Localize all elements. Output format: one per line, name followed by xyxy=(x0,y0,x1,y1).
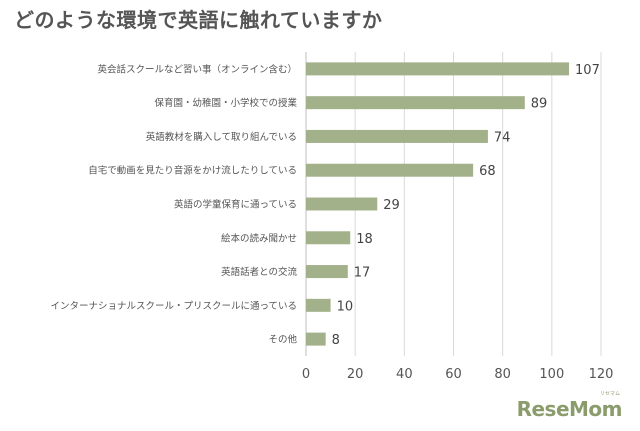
x-tick-label: 120 xyxy=(589,367,614,382)
x-tick-label: 60 xyxy=(445,367,462,382)
value-labels: 107 89 74 68 29 18 17 10 8 xyxy=(332,63,600,348)
bar xyxy=(306,332,326,346)
logo-subtext: リセマム xyxy=(599,391,620,397)
value-label: 89 xyxy=(531,97,548,112)
category-label: 英語の学童保育に通っている xyxy=(174,199,297,211)
bar xyxy=(306,231,351,245)
bar xyxy=(306,197,378,211)
x-tick-label: 40 xyxy=(396,367,413,382)
x-tick-label: 100 xyxy=(539,367,564,382)
x-tick-label: 20 xyxy=(347,367,364,382)
value-label: 10 xyxy=(337,299,354,314)
value-label: 8 xyxy=(332,333,340,348)
bar xyxy=(306,96,525,110)
category-label: 自宅で動画を見たり音源をかけ流したりしている xyxy=(88,165,297,177)
category-labels: 英会話スクールなど習い事（オンライン含む） 保育園・幼稚園・小学校での授業英語教材… xyxy=(50,63,297,345)
x-tick-label: 0 xyxy=(302,367,310,382)
bar xyxy=(306,62,570,76)
category-label: 英語教材を購入して取り組んでいる xyxy=(146,131,297,143)
bar xyxy=(306,265,348,279)
value-label: 68 xyxy=(479,164,496,179)
bars xyxy=(306,62,570,346)
x-tick-labels: 0 20 40 60 80 100 120 xyxy=(302,367,614,382)
resemom-logo: ReseMom xyxy=(516,397,623,421)
value-label: 107 xyxy=(575,63,600,78)
category-label: その他 xyxy=(268,334,297,346)
chart-title: どのような環境で英語に触れていますか xyxy=(14,8,383,32)
bar xyxy=(306,163,474,177)
value-label: 18 xyxy=(356,232,373,247)
bar xyxy=(306,129,488,143)
category-label: 保育園・幼稚園・小学校での授業 xyxy=(154,97,297,109)
category-label: インターナショナルスクール・プリスクールに通っている xyxy=(50,301,297,312)
category-label: 英語話者との交流 xyxy=(221,266,297,278)
category-label: 絵本の読み聞かせ xyxy=(221,232,297,244)
category-label: 英会話スクールなど習い事（オンライン含む） xyxy=(97,63,297,75)
value-label: 29 xyxy=(383,198,400,213)
value-label: 17 xyxy=(354,266,371,281)
x-tick-label: 80 xyxy=(494,367,511,382)
value-label: 74 xyxy=(494,130,511,145)
bar xyxy=(306,298,331,312)
